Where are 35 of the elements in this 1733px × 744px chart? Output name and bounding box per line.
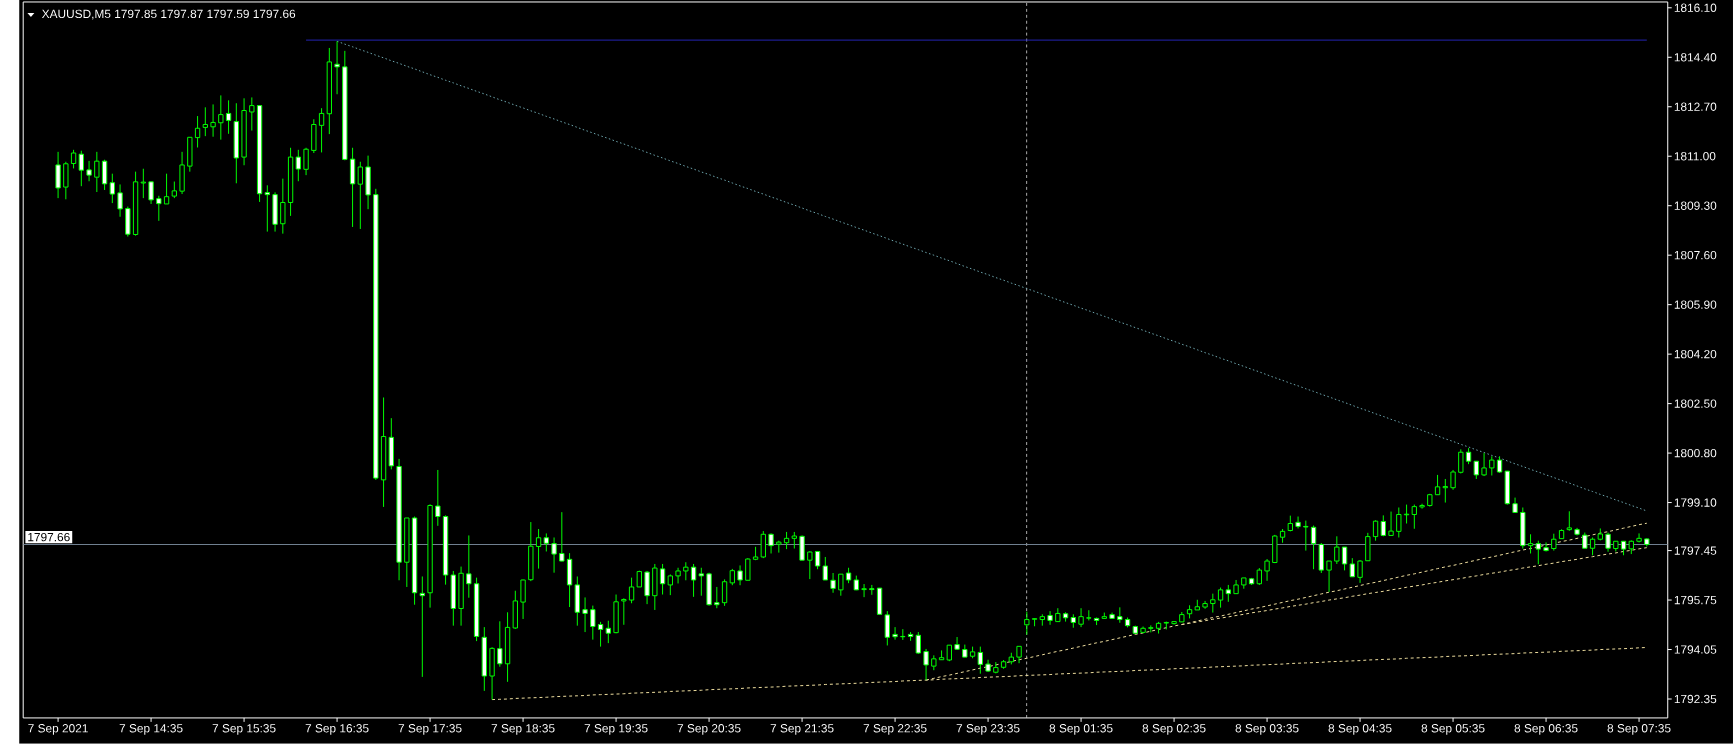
y-tick-label: 1797.45 bbox=[1674, 546, 1717, 555]
x-tick-label: 7 Sep 17:35 bbox=[398, 724, 462, 735]
x-tick-label: 7 Sep 19:35 bbox=[584, 724, 648, 735]
x-tick-label: 8 Sep 02:35 bbox=[1142, 724, 1206, 735]
x-tick-label: 7 Sep 14:35 bbox=[119, 724, 183, 735]
x-tick-label: 7 Sep 16:35 bbox=[305, 724, 369, 735]
x-tick-label: 7 Sep 18:35 bbox=[491, 724, 555, 735]
y-tick-label: 1804.20 bbox=[1674, 350, 1717, 359]
y-tick-label: 1814.40 bbox=[1674, 53, 1717, 62]
ref-line-label: 1797.66 bbox=[28, 533, 70, 542]
y-tick-label: 1811.00 bbox=[1674, 152, 1716, 161]
y-tick-label: 1792.35 bbox=[1674, 694, 1717, 704]
x-tick-label: 7 Sep 15:35 bbox=[212, 724, 276, 735]
x-tick-label: 8 Sep 03:35 bbox=[1235, 724, 1299, 735]
y-tick-label: 1805.90 bbox=[1674, 300, 1717, 310]
y-tick-label: 1816.10 bbox=[1674, 3, 1717, 13]
x-tick-label: 7 Sep 23:35 bbox=[956, 724, 1020, 735]
x-tick-label: 7 Sep 22:35 bbox=[863, 724, 927, 735]
x-tick-label: 8 Sep 04:35 bbox=[1328, 724, 1392, 735]
x-tick-label: 7 Sep 20:35 bbox=[677, 724, 741, 735]
y-tick-label: 1802.50 bbox=[1674, 399, 1717, 408]
x-tick-label: 7 Sep 2021 bbox=[28, 724, 88, 735]
y-tick-label: 1794.05 bbox=[1674, 645, 1717, 654]
y-tick-label: 1795.75 bbox=[1674, 596, 1717, 605]
x-tick-label: 8 Sep 05:35 bbox=[1421, 724, 1485, 735]
y-tick-label: 1799.10 bbox=[1674, 498, 1717, 507]
y-tick-label: 1812.70 bbox=[1674, 102, 1717, 112]
y-tick-label: 1800.80 bbox=[1674, 449, 1717, 458]
x-tick-label: 8 Sep 07:35 bbox=[1607, 724, 1671, 735]
text: XAUUSD,M5 1797.85 1797.87 1797.59 1797.66 bbox=[41, 9, 296, 20]
y-tick-label: 1809.30 bbox=[1674, 201, 1717, 211]
y-tick-label: 1807.60 bbox=[1674, 251, 1717, 260]
x-tick-label: 8 Sep 06:35 bbox=[1514, 724, 1578, 735]
x-tick-label: 8 Sep 01:35 bbox=[1049, 724, 1113, 735]
x-tick-label: 7 Sep 21:35 bbox=[770, 724, 834, 735]
